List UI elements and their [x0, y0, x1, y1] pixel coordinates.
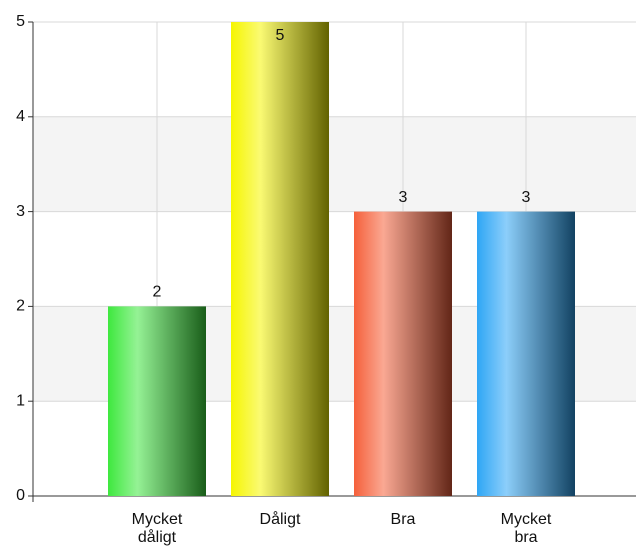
x-tick-label: Bra	[391, 511, 416, 528]
bar	[477, 211, 575, 496]
y-tick-label: 2	[16, 298, 25, 315]
x-tick-label: Dåligt	[260, 510, 301, 528]
bar	[108, 306, 206, 496]
y-tick-label: 1	[16, 392, 25, 409]
bar	[231, 22, 329, 496]
grid-band	[33, 116, 636, 212]
data-label: 2	[153, 284, 162, 301]
bar	[354, 211, 452, 496]
y-tick-label: 4	[16, 108, 25, 125]
data-label: 3	[399, 189, 408, 206]
y-tick-label: 3	[16, 203, 25, 220]
x-tick-label-line: bra	[514, 529, 537, 546]
x-tick-label: Mycket dåligt	[132, 511, 183, 546]
x-tick-label-line: Mycket	[501, 511, 552, 528]
x-tick-label-line: dåligt	[138, 528, 177, 546]
y-tick-label: 5	[16, 13, 25, 30]
x-tick-label-line: Mycket	[132, 511, 183, 528]
data-label: 5	[276, 27, 285, 44]
y-tick-label: 0	[16, 487, 25, 504]
data-label: 3	[522, 189, 531, 206]
x-tick-label: Mycket bra	[501, 511, 552, 546]
